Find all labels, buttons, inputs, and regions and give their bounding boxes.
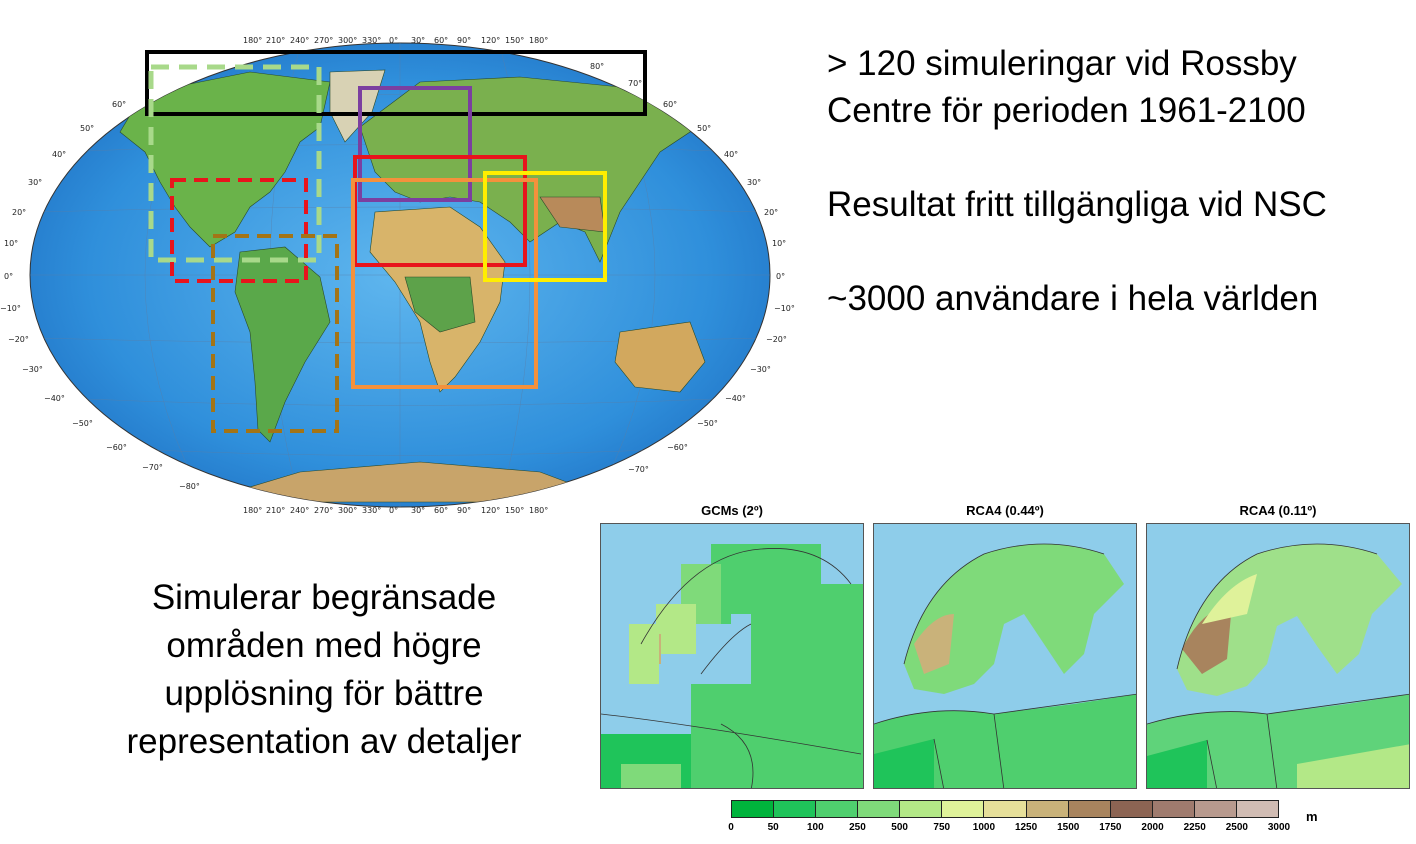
colorbar-segment	[816, 801, 858, 817]
panel-rca4-044-map	[873, 523, 1137, 789]
colorbar-tick: 50	[768, 822, 779, 833]
colorbar-segment	[1069, 801, 1111, 817]
colorbar-tick: 3000	[1268, 822, 1290, 833]
bullet-simulations-line2: Centre för perioden 1961-2100	[827, 87, 1412, 134]
panel-gcm-map	[600, 523, 864, 789]
colorbar-tick: 2000	[1141, 822, 1163, 833]
colorbar-segment	[900, 801, 942, 817]
colorbar-tick: 750	[933, 822, 950, 833]
bullet-simulations-line1: > 120 simuleringar vid Rossby	[827, 40, 1412, 87]
description-line: Simulerar begränsade	[84, 574, 564, 622]
colorbar-segment	[1237, 801, 1278, 817]
description-line: representation av detaljer	[84, 718, 564, 766]
bullet-users: ~3000 användare i hela världen	[827, 275, 1412, 322]
colorbar-segment	[942, 801, 984, 817]
colorbar-segment	[1195, 801, 1237, 817]
colorbar-segment	[1027, 801, 1069, 817]
colorbar-tick: 1250	[1015, 822, 1037, 833]
rca4-044-map-svg	[874, 524, 1137, 789]
colorbar-unit: m	[1306, 809, 1318, 824]
colorbar-tick: 2500	[1226, 822, 1248, 833]
colorbar-tick: 1000	[973, 822, 995, 833]
panel-title-gcm: GCMs (2º)	[600, 503, 864, 518]
panel-rca4-011-map	[1146, 523, 1410, 789]
colorbar-tick: 2250	[1184, 822, 1206, 833]
colorbar-tick: 250	[849, 822, 866, 833]
description-line: områden med högre	[84, 622, 564, 670]
gcm-map-svg	[601, 524, 864, 789]
colorbar-segment	[984, 801, 1026, 817]
colorbar-segment	[1153, 801, 1195, 817]
colorbar-tick: 500	[891, 822, 908, 833]
colorbar-tick: 1500	[1057, 822, 1079, 833]
colorbar-segment	[774, 801, 816, 817]
description-line: upplösning för bättre	[84, 670, 564, 718]
rca4-011-map-svg	[1147, 524, 1410, 789]
colorbar-segment	[858, 801, 900, 817]
colorbar-tick-labels: 0 50 100 250 500 750 1000 1250 1500 1750 2000 2250 2…	[731, 822, 1279, 836]
elevation-colorbar	[731, 800, 1279, 818]
panel-title-rca4-011: RCA4 (0.11º)	[1146, 503, 1410, 518]
world-map-figure: 180° 210° 240° 270° 300° 330° 0° 30° 60°…	[0, 32, 800, 527]
bullet-results: Resultat fritt tillgängliga vid NSC	[827, 181, 1412, 228]
world-map-svg	[0, 32, 800, 527]
colorbar-segment	[1111, 801, 1153, 817]
colorbar-tick: 1750	[1099, 822, 1121, 833]
colorbar-tick: 0	[728, 822, 734, 833]
info-bullets: > 120 simuleringar vid Rossby Centre för…	[827, 40, 1412, 322]
panel-title-rca4-044: RCA4 (0.44º)	[873, 503, 1137, 518]
colorbar-segment	[732, 801, 774, 817]
colorbar-tick: 100	[807, 822, 824, 833]
description-text: Simulerar begränsade områden med högre u…	[84, 574, 564, 766]
